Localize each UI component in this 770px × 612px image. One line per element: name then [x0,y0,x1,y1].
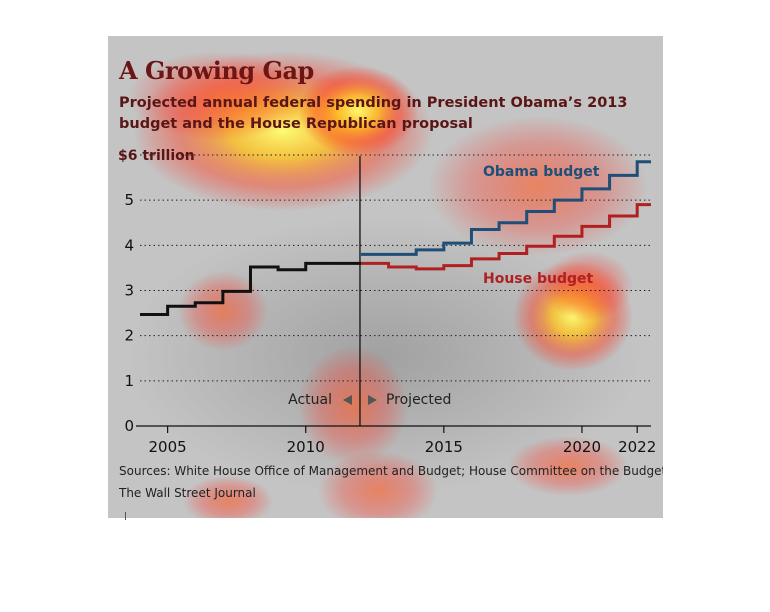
x-tick-label: 2015 [425,438,463,456]
grid-lines [136,154,651,427]
x-tick-label: 2010 [287,438,325,456]
obama-series-label: Obama budget [483,164,600,180]
house-series-label: House budget [483,271,594,287]
actual-label: Actual [288,392,332,408]
y-tick-label: 1 [124,372,134,390]
chart-title: A Growing Gap [119,56,314,85]
y-tick-label: $6 trillion [118,148,195,164]
y-tick-label: 3 [124,282,134,300]
arrow-right-icon [367,395,377,405]
x-tick-label: 2005 [149,438,187,456]
y-tick-label: 5 [124,191,134,209]
y-tick-label: 0 [124,417,134,435]
series-labels: Obama budget House budget [483,164,600,287]
obama-series-line [360,160,651,256]
line-chart: 0 1 2 3 4 5 $6 trillion 2005 2010 2015 2020 2022 O… [118,148,656,456]
arrow-left-icon [342,395,352,405]
house-series-line [360,203,651,271]
series-lines [140,160,651,316]
credit-line: The Wall Street Journal [119,486,256,500]
actual-series-line [140,261,361,316]
y-tick-label: 2 [124,327,134,345]
x-tick-label: 2020 [563,438,601,456]
x-tick-label: 2022 [618,438,656,456]
x-tick-labels: 2005 2010 2015 2020 2022 [149,426,656,456]
projected-label: Projected [386,392,451,408]
y-tick-label: 4 [124,236,134,254]
chart-panel: A Growing Gap Projected annual federal s… [108,36,663,518]
sources-note: Sources: White House Office of Managemen… [119,464,663,478]
y-tick-labels: 0 1 2 3 4 5 $6 trillion [118,148,195,435]
crop-mark [125,512,126,520]
chart-subtitle: Projected annual federal spending in Pre… [119,95,628,132]
actual-projected-divider: Actual Projected [288,156,451,426]
